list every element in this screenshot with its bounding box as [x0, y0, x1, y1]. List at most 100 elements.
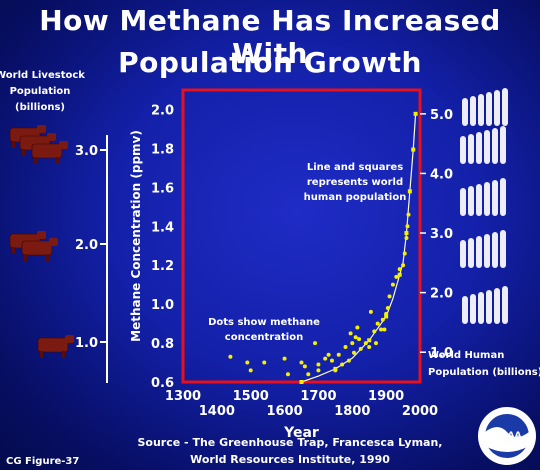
methane-dot: [336, 352, 341, 357]
methane-dot: [299, 360, 304, 365]
y-axis-title: Methane Concentration (ppmv): [129, 130, 143, 342]
y-tick-label: 1.6: [151, 181, 174, 196]
source-text: Source - The Greenhouse Trap, Francesca …: [138, 436, 443, 449]
methane-dot: [343, 344, 348, 349]
methane-dot: [397, 267, 402, 272]
y2-tick-label: 1.0: [430, 346, 453, 361]
cow-leg-icon: [24, 254, 27, 261]
methane-dot: [404, 235, 409, 240]
methane-dot: [316, 368, 321, 373]
y-tick-label: 1.0: [151, 298, 174, 313]
crowd-icon: [484, 182, 490, 216]
crowd-icon: [460, 188, 466, 216]
methane-dot: [302, 364, 307, 369]
methane-dot: [313, 341, 318, 346]
methane-dot: [387, 294, 392, 299]
chart-title-line-1: How Methane Has Increased With: [39, 4, 501, 70]
crowd-icon: [476, 132, 482, 164]
crowd-icon: [462, 296, 468, 324]
annotation-methane: Dots show methane: [208, 317, 320, 328]
methane-dot: [282, 356, 287, 361]
cow-leg-icon: [40, 351, 43, 358]
methane-dot: [353, 335, 358, 340]
y2-tick-label: 2.0: [430, 287, 453, 302]
y-tick-label: 1.4: [151, 220, 174, 235]
methane-dot: [358, 346, 363, 351]
crowd-icon: [478, 94, 484, 126]
crowd-icon: [478, 292, 484, 324]
x-tick-label: 1400: [199, 404, 235, 419]
methane-dot: [316, 362, 321, 367]
methane-dot: [228, 354, 233, 359]
x-tick-label: 1800: [334, 404, 370, 419]
x-tick-label: 1900: [368, 389, 404, 404]
y2-tick-label: 5.0: [430, 108, 453, 123]
y-tick-label: 0.8: [151, 337, 174, 352]
methane-dot: [350, 341, 355, 346]
noaa-logo-bird-icon: [485, 427, 529, 452]
methane-dot: [401, 263, 406, 268]
methane-dot: [382, 327, 387, 332]
cow-leg-icon: [46, 254, 49, 261]
methane-dot: [346, 358, 351, 363]
cow-leg-icon: [34, 157, 37, 164]
crowd-icon: [486, 92, 492, 126]
x-tick-label: 1300: [165, 389, 201, 404]
methane-dot: [379, 327, 384, 332]
y2-axis-title: Population (billions): [428, 367, 540, 378]
y-tick-label: 2.0: [151, 103, 174, 118]
annotation-population: represents world: [307, 177, 403, 188]
methane-dot: [355, 325, 360, 330]
chart-title-line-2: Population Growth: [118, 46, 422, 79]
x-tick-label: 1700: [300, 389, 336, 404]
y-tick-label: 0.6: [151, 376, 174, 391]
methane-dot: [323, 356, 328, 361]
annotation-population: Line and squares: [307, 162, 403, 173]
population-curve: [301, 113, 417, 383]
methane-dot: [340, 362, 345, 367]
figure-label: CG Figure-37: [6, 456, 79, 467]
methane-dot: [368, 309, 373, 314]
cow-icon: [21, 240, 53, 256]
y2-tick-label: 3.0: [430, 227, 453, 242]
crowd-icon: [500, 178, 506, 216]
crowd-icon: [502, 286, 508, 324]
methane-dot: [306, 372, 311, 377]
methane-dot: [333, 368, 338, 373]
crowd-icon: [492, 180, 498, 216]
livestock-tick-label: 3.0: [75, 144, 98, 159]
methane-dot: [385, 306, 390, 311]
cow-head-icon: [37, 125, 46, 133]
cow-head-icon: [59, 141, 68, 149]
methane-dot: [363, 341, 368, 346]
methane-dot: [384, 311, 389, 316]
cow-leg-icon: [12, 141, 15, 148]
livestock-axis-label: World Livestock: [0, 70, 85, 81]
population-square: [413, 111, 418, 116]
population-square: [407, 189, 412, 194]
cow-head-icon: [65, 335, 74, 343]
crowd-icon: [460, 240, 466, 268]
x-tick-label: 1500: [233, 389, 269, 404]
crowd-icon: [494, 90, 500, 126]
y2-axis-title: World Human: [428, 350, 504, 361]
crowd-icon: [468, 134, 474, 164]
methane-dot: [402, 251, 407, 256]
crowd-icon: [484, 234, 490, 268]
cow-icon: [37, 337, 69, 353]
cow-icon: [31, 143, 63, 159]
noaa-logo-text: NOAA: [493, 431, 522, 441]
methane-dot: [285, 372, 290, 377]
methane-dot: [348, 331, 353, 336]
cow-head-icon: [49, 238, 58, 246]
livestock-axis-label: Population: [10, 86, 71, 97]
crowd-icon: [492, 128, 498, 164]
methane-dot: [357, 337, 362, 342]
crowd-icon: [470, 294, 476, 324]
crowd-icon: [468, 238, 474, 268]
y-tick-label: 1.2: [151, 259, 174, 274]
population-square: [411, 147, 416, 152]
crowd-icon: [470, 96, 476, 126]
crowd-icon: [494, 288, 500, 324]
crowd-icon: [476, 184, 482, 216]
